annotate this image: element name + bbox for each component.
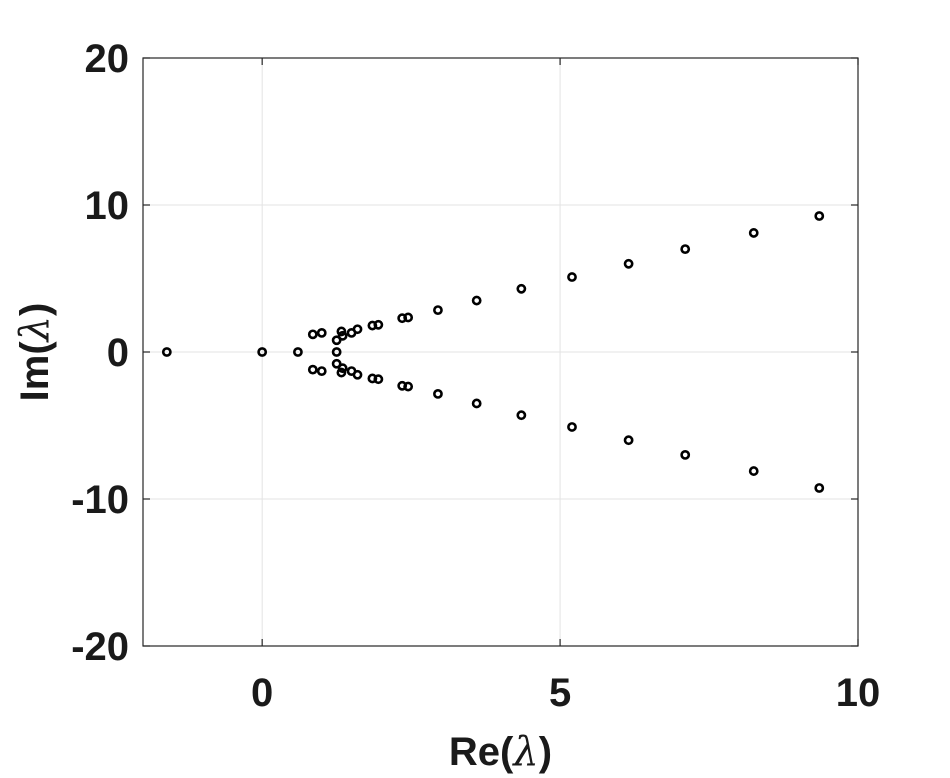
data-point — [352, 324, 363, 335]
y-axis-label: Im(λ) — [12, 303, 58, 402]
data-point — [257, 347, 268, 357]
data-point — [293, 347, 303, 357]
data-point — [336, 367, 347, 378]
data-point — [352, 369, 363, 380]
data-point — [336, 326, 347, 337]
data-point — [680, 449, 691, 460]
y-axis-label-suffix: ) — [13, 303, 57, 316]
data-point — [433, 388, 443, 399]
data-point — [516, 410, 527, 421]
x-tick-label: 10 — [836, 671, 881, 715]
y-tick-labels: -20 -10 0 10 20 — [71, 37, 129, 669]
y-tick-label: -20 — [71, 625, 129, 669]
data-point — [307, 364, 318, 375]
data-point — [331, 347, 342, 357]
y-axis-label-prefix: Im( — [13, 341, 57, 402]
y-tick-label: 0 — [107, 331, 129, 375]
data-point — [307, 329, 318, 340]
x-tick-label: 0 — [251, 671, 273, 715]
data-point — [814, 211, 825, 221]
data-points — [161, 211, 825, 493]
x-tick-labels: 0 5 10 — [251, 671, 880, 715]
y-tick-label: -10 — [71, 478, 129, 522]
data-point — [623, 258, 634, 269]
data-point — [331, 335, 342, 346]
data-point — [433, 305, 443, 316]
x-axis-label-symbol: λ — [511, 729, 538, 775]
plot-frame — [142, 57, 859, 647]
data-point — [403, 312, 414, 323]
data-point — [373, 319, 384, 330]
x-tick-label: 5 — [549, 671, 571, 715]
data-point — [316, 366, 327, 377]
data-point — [748, 228, 759, 238]
data-point — [337, 330, 348, 341]
data-point — [814, 483, 825, 493]
data-point — [337, 363, 348, 374]
data-point — [471, 295, 482, 306]
data-point — [161, 347, 172, 357]
data-point — [373, 374, 384, 385]
data-point — [403, 381, 414, 392]
x-axis-label-prefix: Re( — [449, 730, 514, 774]
x-axis-label: Re(λ) — [449, 729, 552, 775]
y-tick-label: 10 — [85, 184, 130, 228]
data-point — [316, 327, 327, 338]
data-point — [748, 466, 759, 476]
data-point — [680, 244, 691, 254]
data-point — [516, 283, 527, 294]
y-tick-label: 20 — [85, 37, 130, 81]
data-point — [623, 435, 634, 446]
x-axis-label-suffix: ) — [539, 730, 552, 774]
grid — [143, 57, 859, 647]
y-axis-label-symbol: λ — [12, 316, 58, 343]
data-point — [567, 422, 577, 432]
data-point — [331, 358, 342, 369]
data-point — [471, 398, 482, 409]
data-point — [567, 272, 577, 282]
